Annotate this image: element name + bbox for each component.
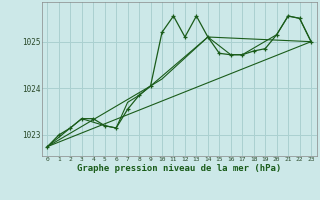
X-axis label: Graphe pression niveau de la mer (hPa): Graphe pression niveau de la mer (hPa)	[77, 164, 281, 173]
